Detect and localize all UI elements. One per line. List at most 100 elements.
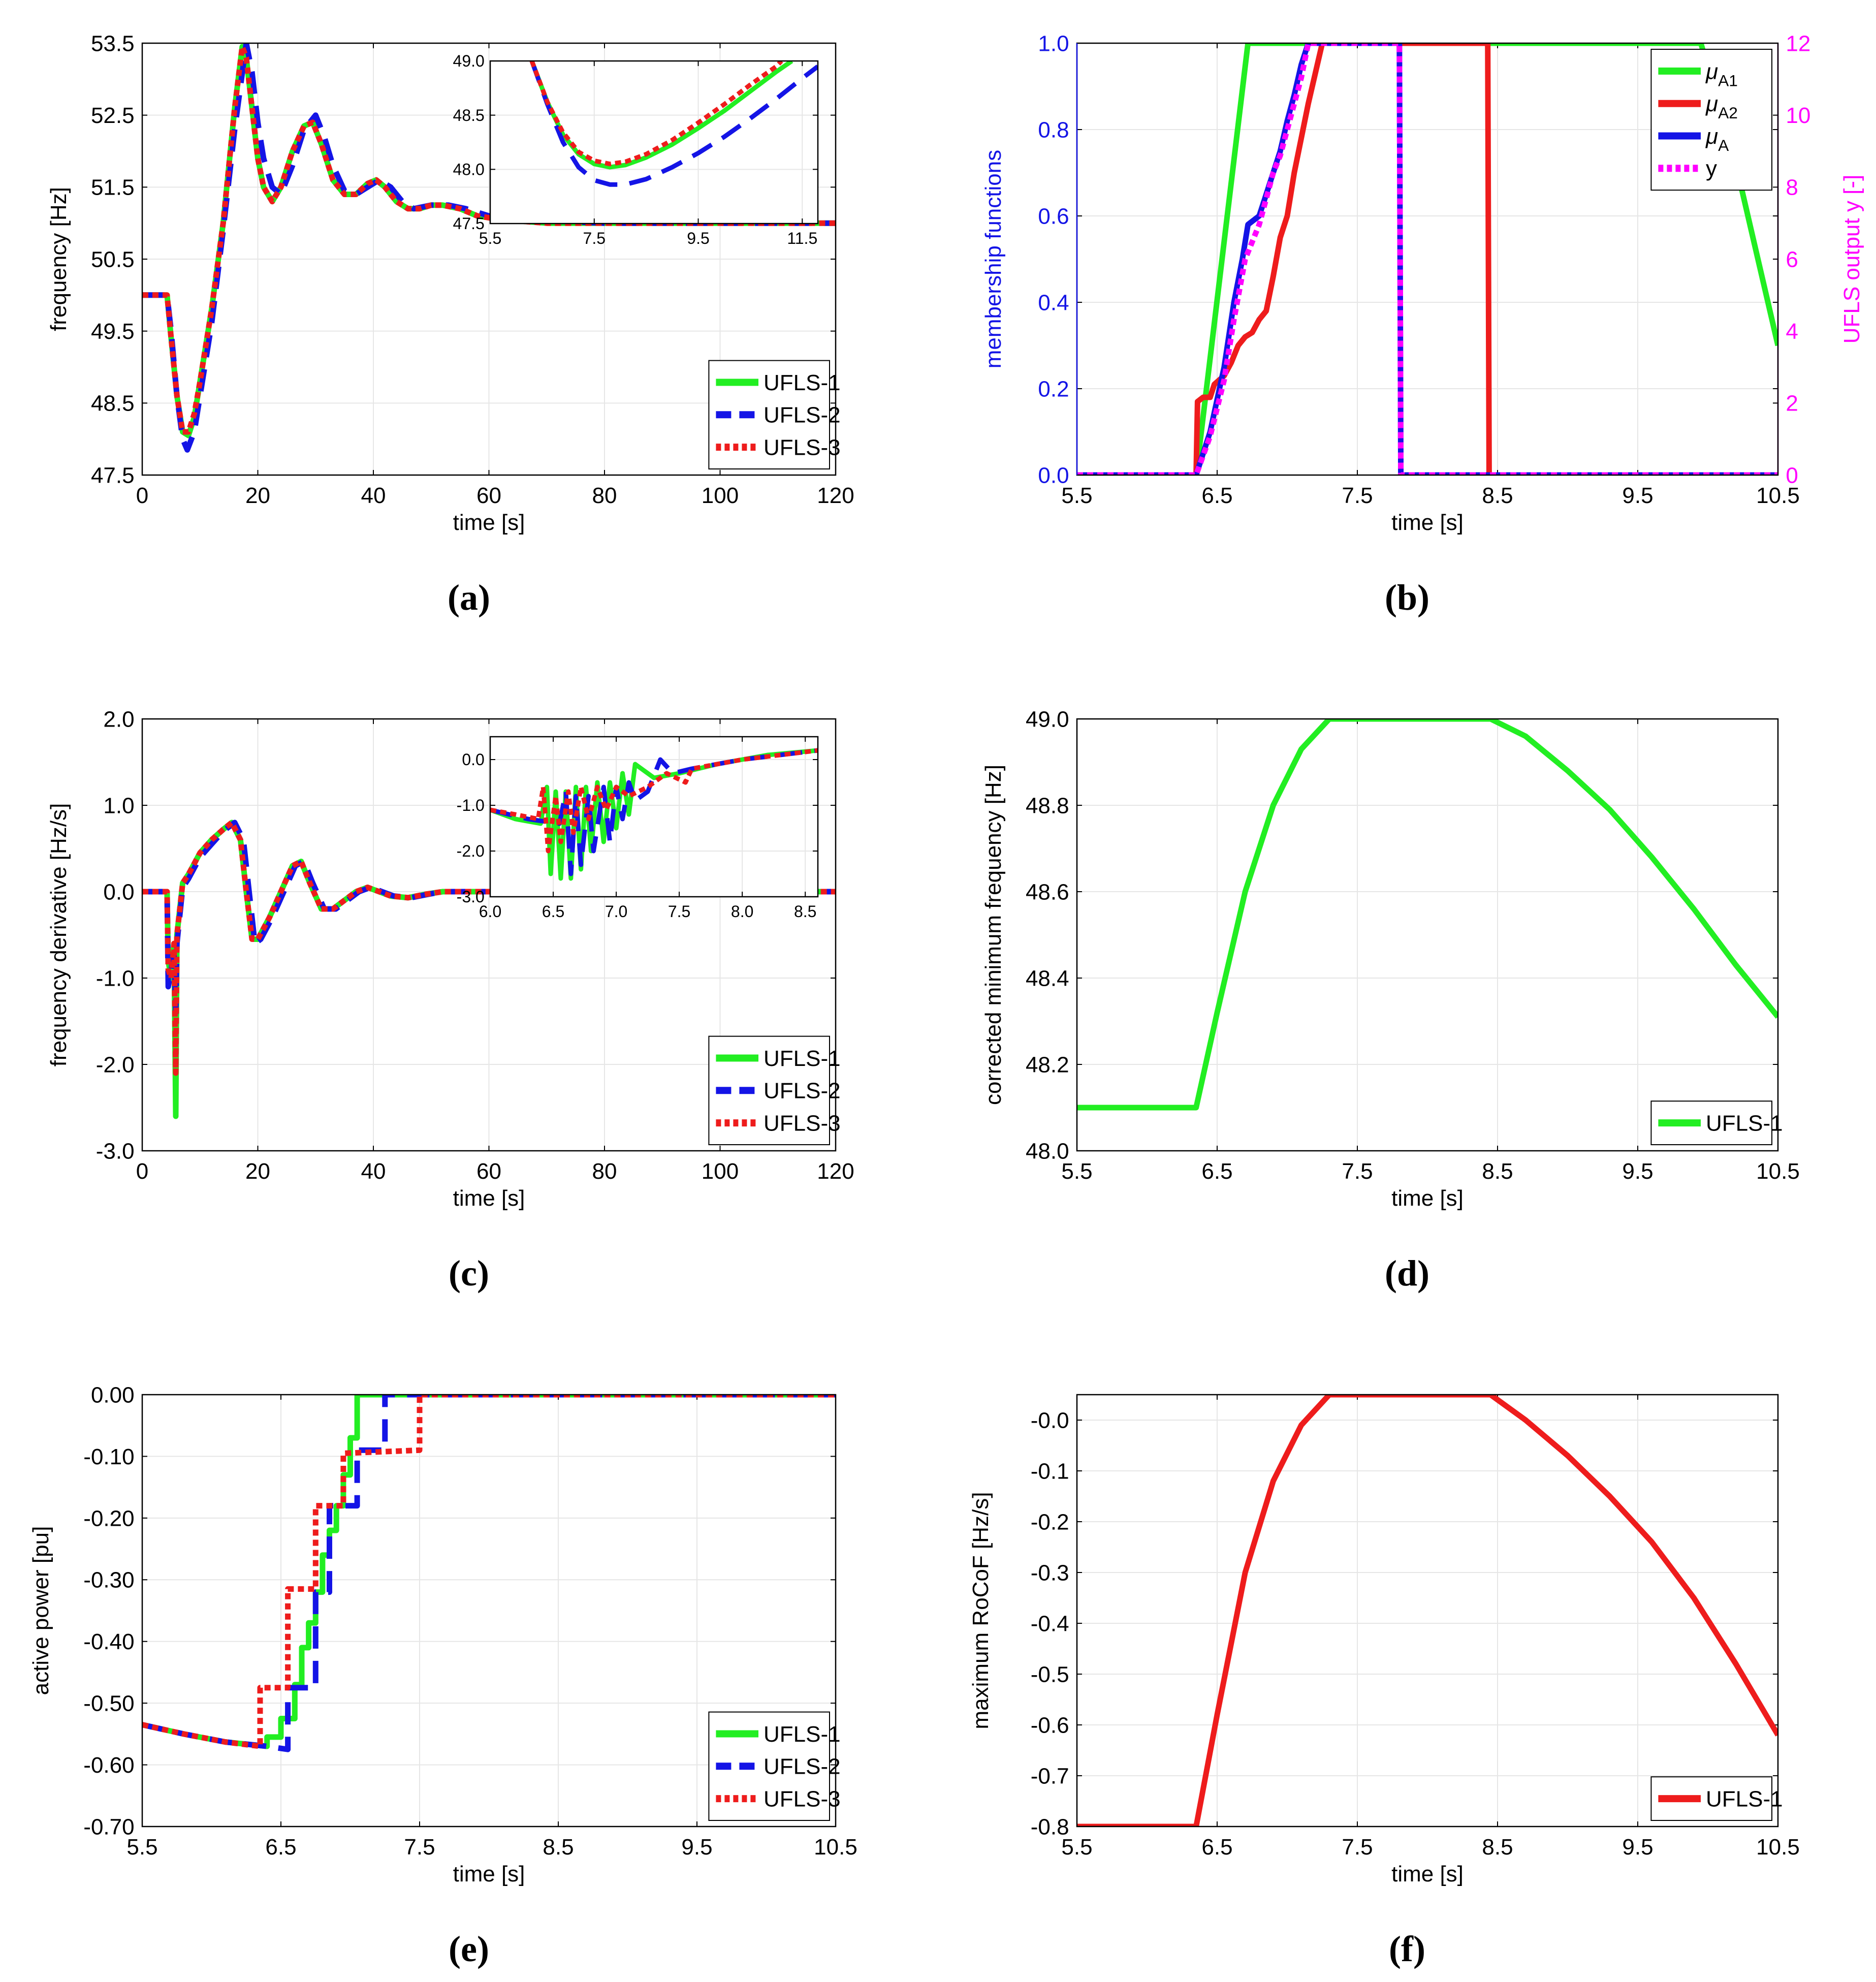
x-tick-label: 8.5 [794,902,816,921]
y-tick-label: 1.0 [1038,31,1069,56]
inset-c: 6.0 6.5 7.0 7.5 8.0 8.5 -3.0 -2.0 -1.0 0.0 [457,736,819,921]
y-tick-label: 48.8 [1026,793,1069,818]
y-axis-label: frequency derivative [Hz/s] [46,803,71,1066]
x-tick-label: 10.5 [1756,483,1800,508]
x-tick-label: 6.0 [479,902,501,921]
caption-b: (b) [1385,577,1429,618]
y-tick-label: 0.6 [1038,204,1069,229]
chart-f: 5.5 6.5 7.5 8.5 9.5 10.5 -0.8 -0.7 -0.6 -0.5 -0.4 -… [968,1394,1800,1886]
series-line-ufls-1 [1077,719,1778,1111]
x-tick-label: 100 [702,483,739,508]
inset-frame [489,736,819,898]
series-group [1077,43,1778,475]
x-tick-label: 40 [361,1159,386,1184]
legend-label: UFLS-1 [1706,1787,1783,1812]
x-tick-label: 7.0 [605,902,627,921]
y-tick-label: 49.0 [453,52,485,70]
x-tick-label: 10.5 [1756,1835,1800,1860]
x-tick-label: 10.5 [1756,1159,1800,1184]
caption-a: (a) [448,577,490,618]
x-tick-label: 5.5 [1061,1159,1092,1184]
x-tick-label: 8.0 [731,902,753,921]
inset-background [490,737,818,897]
legend-label: μA [1705,124,1729,154]
x-tick-label: 9.5 [1622,1159,1653,1184]
legend: UFLS-1 UFLS-2 UFLS-3 [708,1035,841,1145]
x-tick-label: 120 [817,1159,854,1184]
legend: UFLS-1 UFLS-2 UFLS-3 [708,1711,841,1821]
inset-background [490,61,818,224]
y-tick-label: 0.0 [1038,463,1069,488]
y-tick-label: -0.70 [83,1814,134,1839]
chart-e: 5.5 6.5 7.5 8.5 9.5 10.5 -0.70 -0.60 -0.50 -0.40 -… [28,1382,857,1886]
x-tick-label: 5.5 [1061,1835,1092,1860]
series-line--a2 [1077,43,1778,475]
x-tick-label: 6.5 [265,1835,296,1860]
x-tick-label: 7.5 [583,229,606,247]
y-right-tick-label: 6 [1786,247,1798,272]
x-tick-label: 6.5 [1201,1159,1232,1184]
chart-c: 0 20 40 60 80 100 120 -3.0 -2.0 -1.0 0.0 1.0 2.0 time… [46,707,854,1210]
x-tick-label: 20 [245,483,270,508]
legend-label: UFLS-3 [764,1787,841,1812]
x-tick-label: 0 [136,1159,148,1184]
y-tick-label: 48.5 [91,391,135,416]
y-tick-label: -0.60 [83,1753,134,1778]
x-axis-label: time [s] [1391,1186,1464,1211]
x-tick-label: 100 [702,1159,739,1184]
y-right-tick-label: 0 [1786,463,1798,488]
y-tick-label: -0.7 [1031,1764,1069,1788]
plot-frame [1076,718,1779,1152]
y-tick-label: 1.0 [103,793,134,818]
caption-f: (f) [1389,1929,1425,1969]
series-line-ufls-3 [529,61,783,167]
y-tick-label: 50.5 [91,247,135,272]
legend: UFLS-1 [1650,1776,1783,1821]
x-tick-label: 7.5 [668,902,690,921]
series-group [142,1395,836,1752]
plot-frame [141,1394,837,1828]
y-tick-label: 48.2 [1026,1052,1069,1077]
x-tick-label: 80 [592,1159,617,1184]
legend-label: UFLS-1 [764,370,841,395]
y-tick-label: 0.4 [1038,290,1069,315]
x-tick-label: 120 [817,483,854,508]
legend-label: UFLS-2 [764,1079,841,1104]
x-tick-label: 8.5 [1482,1159,1513,1184]
inset-a: 5.5 7.5 9.5 11.5 47.5 48.0 48.5 49.0 [453,52,819,247]
y-axis-label: maximum RoCoF [Hz/s] [968,1492,993,1729]
x-tick-label: 5.5 [126,1835,157,1860]
x-tick-label: 60 [476,483,501,508]
x-tick-label: 8.5 [543,1835,574,1860]
x-tick-label: 9.5 [1622,483,1653,508]
inset-frame [489,60,819,225]
legend-label: μA2 [1705,91,1738,122]
y-tick-label: -1.0 [457,796,485,814]
series-line--a1 [1077,43,1778,475]
y-axis-label: active power [pu] [28,1526,53,1695]
legend-label: y [1706,156,1717,181]
x-axis-label: time [s] [453,1186,525,1211]
x-tick-label: 6.5 [1201,1835,1232,1860]
captions-layer: (a) (b) (c) (d) (e) (f) [448,577,1429,1969]
x-tick-label: 0 [136,483,148,508]
x-tick-label: 20 [245,1159,270,1184]
legend-label: UFLS-1 [764,1046,841,1071]
y-tick-label: 48.0 [1026,1139,1069,1163]
y-tick-label: 48.5 [453,106,485,124]
series-line-ufls-2 [529,61,818,187]
y-tick-label: 0.8 [1038,117,1069,142]
caption-c: (c) [449,1253,489,1294]
legend: UFLS-1 UFLS-2 UFLS-3 [708,360,841,469]
y-tick-label: -0.40 [83,1629,134,1654]
legend-label: UFLS-3 [764,435,841,460]
series-line-y [1077,43,1778,475]
x-tick-label: 7.5 [404,1835,435,1860]
y-tick-label: 0.00 [91,1382,135,1407]
series-group [142,43,836,453]
x-tick-label: 8.5 [1482,483,1513,508]
y-tick-label: 47.5 [453,214,485,233]
legend-label: μA1 [1705,59,1738,89]
